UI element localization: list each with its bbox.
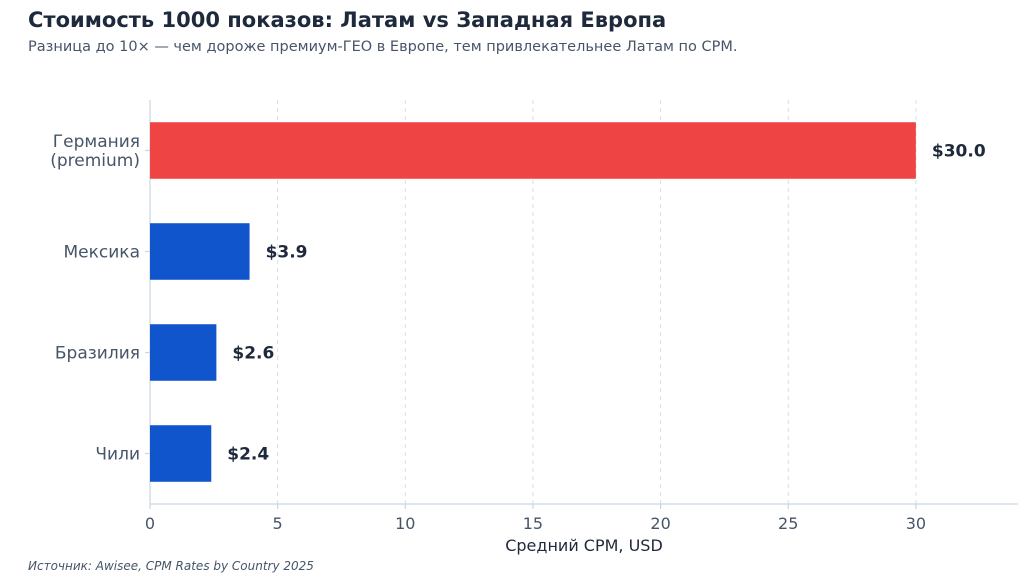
x-tick-label: 15	[523, 514, 543, 533]
x-tick-label: 5	[273, 514, 283, 533]
chart-title: Стоимость 1000 показов: Латам vs Западна…	[28, 8, 667, 32]
category-label: Мексика	[64, 243, 140, 263]
x-tick-label: 30	[906, 514, 926, 533]
x-tick-label: 20	[650, 514, 670, 533]
x-axis-title: Средний CPM, USD	[505, 536, 663, 555]
category-label: Чили	[95, 445, 140, 465]
value-label: $2.6	[232, 344, 274, 364]
bar	[150, 324, 217, 381]
value-label: $2.4	[227, 445, 269, 465]
source-note: Источник: Awisee, CPM Rates by Country 2…	[28, 559, 314, 573]
x-tick-label: 25	[778, 514, 798, 533]
category-label: Германия (premium)	[50, 132, 140, 171]
bar	[150, 425, 212, 482]
x-tick-label: 10	[395, 514, 415, 533]
value-label: $30.0	[932, 142, 986, 162]
x-tick-label: 0	[145, 514, 155, 533]
category-label: Бразилия	[55, 344, 140, 364]
bar	[150, 122, 916, 179]
value-label: $3.9	[266, 243, 308, 263]
bar	[150, 223, 250, 280]
chart-subtitle: Разница до 10× — чем дороже премиум-ГЕО …	[28, 39, 738, 55]
